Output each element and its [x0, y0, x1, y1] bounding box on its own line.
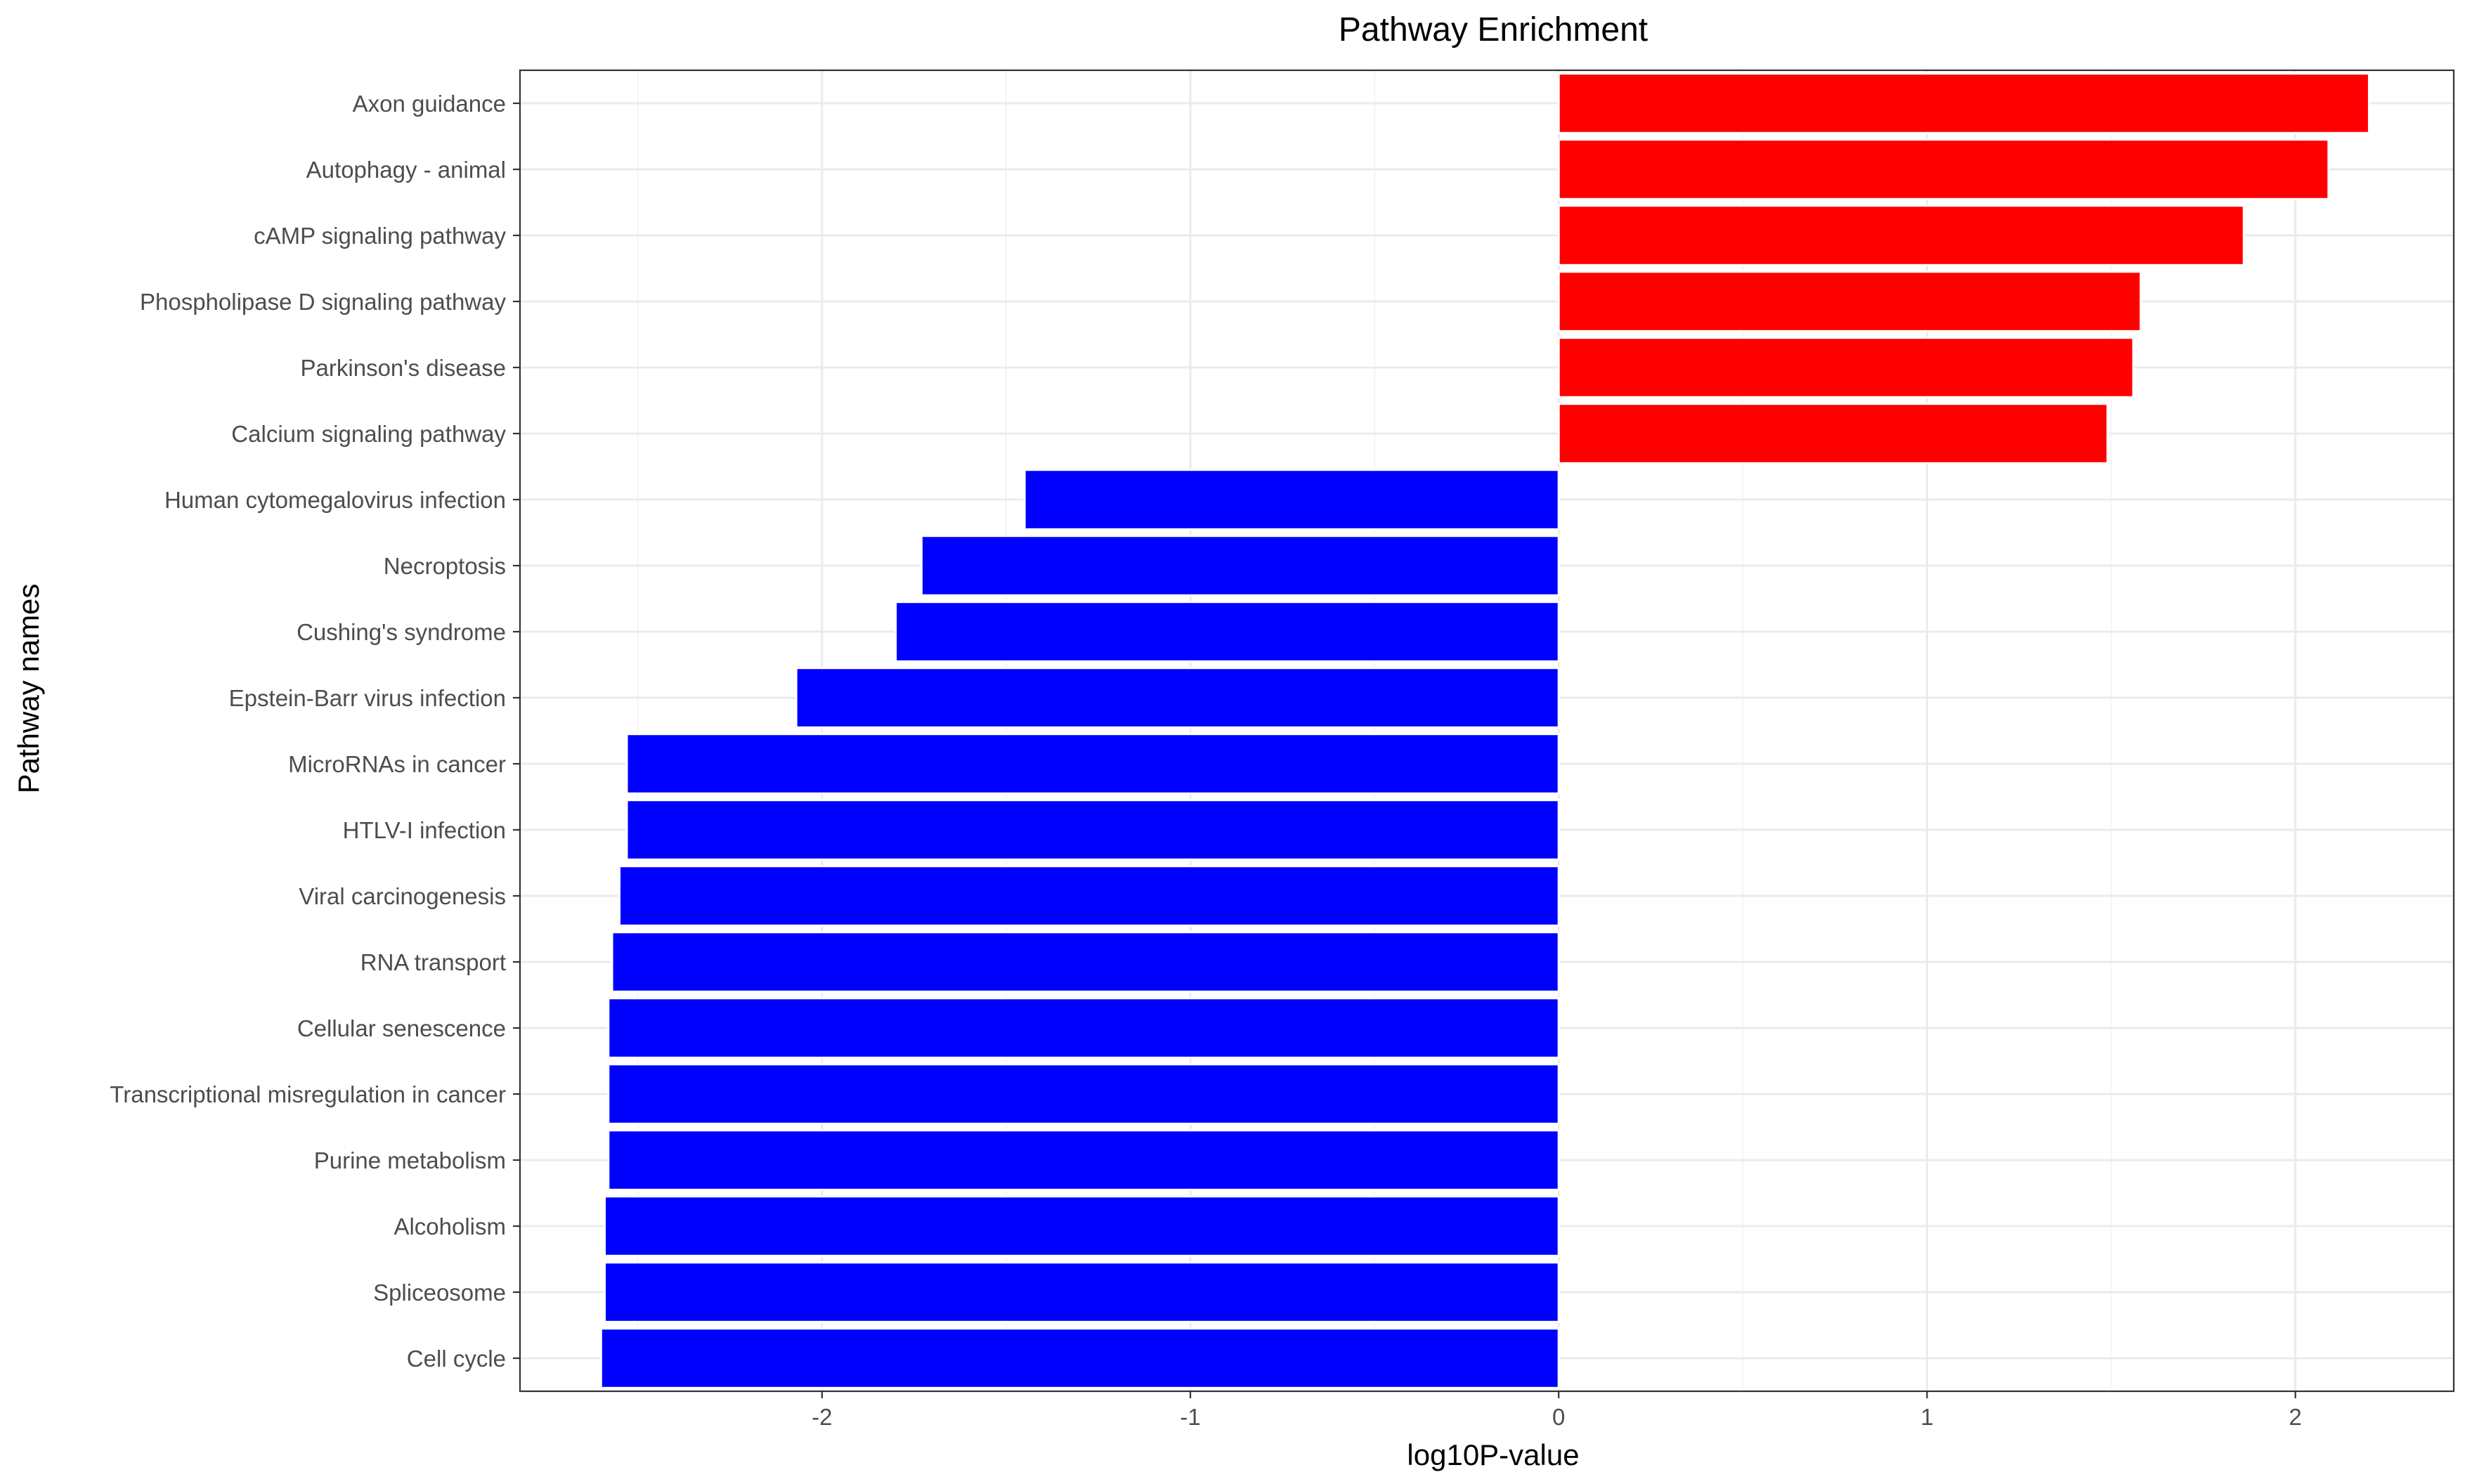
x-tick-label: -2	[812, 1404, 832, 1430]
bar-16	[607, 1129, 1560, 1191]
y-tick-label: Epstein-Barr virus infection	[229, 685, 506, 711]
x-ticks: -2 -1 0 1 2	[812, 1391, 2302, 1430]
bar-8	[895, 601, 1560, 663]
x-axis-title: log10P-value	[1407, 1438, 1579, 1471]
y-tick-label: Viral carcinogenesis	[299, 883, 506, 909]
y-tick-label: Transcriptional misregulation in cancer	[110, 1081, 506, 1107]
bar-19	[599, 1327, 1560, 1389]
bar-1	[1557, 138, 2330, 200]
y-tick-label: Parkinson's disease	[301, 355, 506, 381]
bar-3	[1557, 271, 2142, 332]
y-tick-label: Calcium signaling pathway	[231, 421, 506, 447]
y-tick-label: Axon guidance	[353, 91, 506, 117]
bars	[599, 72, 2370, 1389]
y-tick-label: Autophagy - animal	[306, 157, 506, 183]
y-tick-label: cAMP signaling pathway	[254, 223, 506, 249]
x-tick-label: 2	[2289, 1404, 2301, 1430]
panel-border	[519, 69, 2455, 1393]
y-tick-label: Alcoholism	[394, 1213, 506, 1239]
bar-17	[604, 1195, 1560, 1257]
bar-11	[625, 799, 1560, 861]
y-tick-label: Spliceosome	[373, 1280, 506, 1306]
bar-9	[795, 667, 1560, 729]
y-tick-label: Cellular senescence	[297, 1015, 506, 1041]
y-tick-label: Purine metabolism	[314, 1147, 506, 1173]
chart-title: Pathway Enrichment	[1339, 11, 1648, 48]
y-axis-title: Pathway names	[12, 584, 45, 794]
bar-18	[604, 1261, 1560, 1323]
bar-6	[1023, 469, 1560, 531]
bar-0	[1557, 72, 2370, 134]
y-tick-label: Human cytomegalovirus infection	[164, 487, 506, 513]
bar-5	[1557, 403, 2109, 464]
y-tick-label: HTLV-I infection	[343, 817, 506, 843]
y-tick-label: Cell cycle	[407, 1346, 506, 1372]
bar-13	[611, 931, 1560, 993]
y-ticks: Axon guidance Autophagy - animal cAMP sign…	[110, 91, 520, 1372]
bar-12	[618, 865, 1560, 927]
bar-7	[920, 535, 1560, 597]
y-tick-label: MicroRNAs in cancer	[288, 751, 506, 777]
y-tick-label: Phospholipase D signaling pathway	[140, 289, 507, 315]
y-tick-label: Necroptosis	[384, 553, 506, 579]
bar-15	[607, 1063, 1560, 1125]
x-tick-label: -1	[1180, 1404, 1200, 1430]
bar-14	[607, 997, 1560, 1059]
bar-10	[625, 733, 1560, 795]
y-tick-label: Cushing's syndrome	[297, 619, 506, 645]
x-tick-label: 1	[1920, 1404, 1933, 1430]
y-tick-label: RNA transport	[360, 949, 506, 975]
bar-4	[1557, 337, 2135, 398]
bar-2	[1557, 204, 2245, 266]
x-tick-label: 0	[1552, 1404, 1565, 1430]
